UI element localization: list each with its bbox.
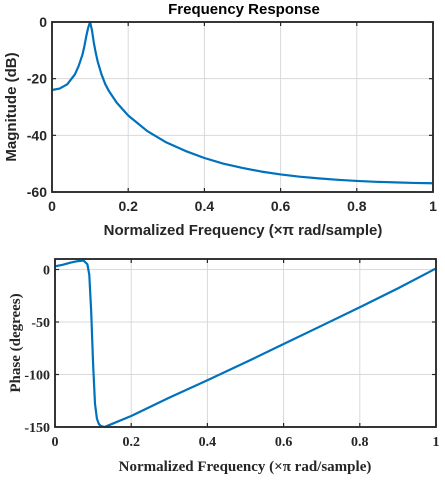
phase-y-tick-label: 0	[43, 264, 50, 279]
magnitude-frame-border	[51, 21, 434, 193]
phase-y-tick-label: -150	[24, 421, 50, 436]
magnitude-y-tick-label: -40	[27, 127, 47, 143]
magnitude-x-axis-label: Normalized Frequency (×π rad/sample)	[104, 222, 383, 239]
phase-frame-border	[54, 258, 437, 428]
magnitude-plot: Frequency Response 0 0.2 0.4 0.6 0.8 1 -60 -40 -…	[3, 1, 437, 239]
phase-series	[54, 259, 437, 429]
magnitude-y-tick-label: -20	[27, 71, 47, 87]
magnitude-y-tick-label: 0	[39, 14, 47, 30]
magnitude-x-tick-label: 0.8	[347, 198, 367, 214]
phase-y-axis-label: Phase (degrees)	[8, 293, 24, 392]
magnitude-series	[51, 20, 434, 185]
magnitude-x-tick-label: 0.4	[195, 198, 215, 214]
magnitude-y-axis-label: Magnitude (dB)	[3, 52, 20, 161]
magnitude-x-tick-label: 1	[429, 198, 437, 214]
magnitude-x-tick-label: 0.6	[271, 198, 291, 214]
magnitude-x-tick-label: 0.2	[118, 198, 138, 214]
phase-x-tick-label: 0.4	[199, 435, 217, 450]
phase-response-line	[54, 259, 437, 429]
magnitude-y-tick-label: -60	[27, 184, 47, 200]
phase-x-tick-label: 1	[433, 435, 440, 450]
phase-x-tick-label: 0.6	[275, 435, 293, 450]
magnitude-x-tick-label: 0	[48, 198, 56, 214]
phase-x-tick-label: 0.2	[122, 435, 140, 450]
phase-x-axis-label: Normalized Frequency (×π rad/sample)	[119, 459, 372, 475]
phase-ticks: 0 0.2 0.4 0.6 0.8 1 -150 -100 -50 0	[24, 259, 440, 450]
phase-x-tick-label: 0.8	[351, 435, 369, 450]
magnitude-response-line	[51, 20, 434, 185]
magnitude-ticks: 0 0.2 0.4 0.6 0.8 1 -60 -40 -20 0	[27, 14, 437, 214]
phase-y-tick-label: -50	[31, 316, 50, 331]
phase-plot: 0 0.2 0.4 0.6 0.8 1 -150 -100 -50 0 Normalized Fr…	[8, 258, 440, 475]
phase-plot-area	[54, 258, 437, 428]
phase-y-tick-label: -100	[24, 369, 50, 384]
phase-x-tick-label: 0	[52, 435, 59, 450]
magnitude-plot-area	[51, 21, 434, 193]
magnitude-plot-title: Frequency Response	[168, 1, 320, 18]
